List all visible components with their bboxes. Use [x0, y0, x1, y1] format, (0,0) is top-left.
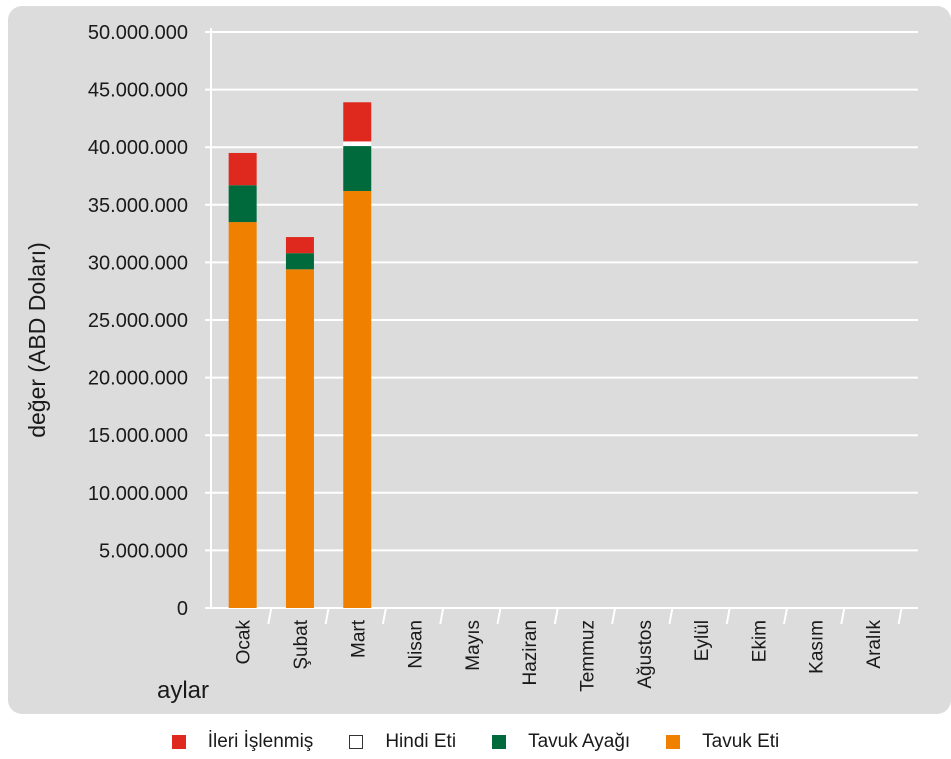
x-tick-mark — [439, 607, 445, 625]
x-tick-mark — [496, 607, 502, 625]
x-tick-label: Kasım — [807, 620, 828, 674]
bar-segment — [285, 253, 314, 270]
x-tick-mark — [725, 607, 731, 625]
y-tick-label: 15.000.000 — [88, 425, 188, 447]
bar-segment — [343, 141, 372, 147]
x-tick-label: Nisan — [406, 620, 427, 669]
x-tick-mark — [611, 607, 617, 625]
y-tick-label: 50.000.000 — [88, 22, 188, 44]
y-tick-label: 40.000.000 — [88, 137, 188, 159]
bar-segment — [285, 237, 314, 254]
y-tick-label: 25.000.000 — [88, 310, 188, 332]
x-tick-mark — [668, 607, 674, 625]
x-tick-label: Ağustos — [635, 620, 656, 689]
legend-item: İleri İşlenmiş — [171, 731, 314, 753]
legend-swatch — [492, 735, 507, 749]
x-tick-mark — [783, 607, 788, 625]
x-tick-label: Mart — [348, 619, 369, 658]
x-tick-label: Temmuz — [577, 620, 598, 692]
x-tick-label: Haziran — [520, 620, 541, 685]
bar-segment — [285, 269, 314, 608]
legend-label: İleri İşlenmiş — [207, 731, 314, 752]
y-tick-label: 10.000.000 — [88, 483, 188, 505]
y-tick-label: 20.000.000 — [88, 368, 188, 390]
legend-item: Tavuk Ayağı — [492, 731, 630, 753]
x-tick-label: Ocak — [234, 620, 255, 665]
y-tick-label: 30.000.000 — [88, 252, 188, 274]
legend-item: Tavuk Eti — [666, 731, 779, 753]
bar-segment — [228, 185, 257, 223]
x-tick-mark — [840, 607, 846, 625]
x-tick-label: Ekim — [749, 620, 770, 662]
legend-swatch — [666, 735, 681, 749]
bar-segment — [343, 190, 372, 608]
y-tick-label: 5.000.000 — [99, 540, 188, 562]
x-tick-mark — [553, 607, 559, 625]
x-tick-label: Mayıs — [463, 620, 484, 671]
x-tick-mark — [897, 607, 903, 625]
bar-segment — [228, 152, 257, 186]
x-tick-label: Eylül — [692, 620, 713, 661]
legend-label: Tavuk Eti — [702, 731, 780, 752]
legend: İleri İşlenmiş Hindi Eti Tavuk Ayağı Tavuk … — [0, 728, 951, 756]
bar-segment — [343, 146, 372, 191]
legend-label: Hindi Eti — [385, 731, 457, 752]
x-tick-mark — [381, 607, 387, 625]
x-axis-label: aylar — [157, 677, 209, 704]
x-tick-label: Şubat — [291, 619, 312, 669]
x-tick-mark — [267, 607, 273, 625]
legend-swatch — [171, 735, 186, 749]
y-axis-label: değer (ABD Doları) — [24, 242, 50, 438]
legend-label: Tavuk Ayağı — [528, 731, 631, 752]
y-tick-label: 45.000.000 — [88, 80, 188, 102]
y-tick-label: 35.000.000 — [88, 195, 188, 217]
x-tick-mark — [324, 607, 330, 625]
bar-segment — [228, 222, 257, 608]
bar-segment — [343, 102, 372, 142]
legend-swatch — [349, 735, 364, 749]
legend-item: Hindi Eti — [349, 731, 456, 753]
chart: 0 5.000.000 10.000.000 15.000.000 20.000.000… — [8, 6, 951, 714]
y-tick-label: 0 — [177, 598, 188, 620]
x-tick-label: Aralık — [864, 620, 885, 669]
